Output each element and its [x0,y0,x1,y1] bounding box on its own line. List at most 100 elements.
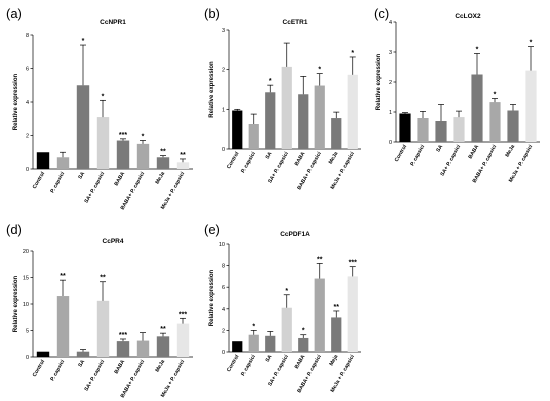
y-tick-label: 8 [26,33,29,39]
significance-label: * [351,50,354,57]
panel-letter: (d) [6,222,22,237]
y-tick-label: 3 [389,50,392,56]
significance-label: *** [119,332,127,339]
bar [399,113,411,142]
y-tick-label: 0 [222,147,225,153]
significance-label: ** [180,152,186,159]
category-label: BABA [114,359,127,375]
bar [525,70,537,142]
chart-panel-1: (a) CcNPR1 0 2 4 6 8 Relative expression Control… [6,6,193,211]
significance-label: * [476,47,479,54]
panel-letter: (a) [6,6,22,21]
chart-panel-2: (b) CcETR1 0 1 2 3 Relative expression Control P… [204,6,361,191]
y-tick-label: 2 [222,328,225,334]
bar [265,92,276,149]
chart-title: CcETR1 [283,19,308,26]
category-label: SA+ P. capsici [84,171,107,205]
significance-label: * [269,78,272,85]
category-label: P. capsici [409,144,426,168]
category-label: BABA [114,171,127,187]
significance-label: *** [179,311,187,318]
y-axis-title: Relative expression [13,275,19,332]
panel-letter: (c) [374,6,389,21]
y-tick-label: 3 [222,28,225,34]
bar [96,117,110,169]
bar [248,334,259,352]
bar [56,157,70,169]
bar [248,124,259,149]
bar [96,300,110,357]
category-label: Control [32,359,47,378]
bar [298,94,309,149]
y-tick-label: 1 [389,110,392,116]
category-label: MeJa [505,144,517,158]
significance-label: * [302,328,305,335]
bar [176,162,190,169]
category-label: BABA [468,144,481,160]
bar [331,317,342,352]
y-tick-label: 10 [219,242,225,248]
bar [507,110,519,142]
y-tick-label: 0 [26,355,29,361]
category-label: P. capsici [49,359,66,383]
significance-label: * [318,67,321,74]
category-label: Control [226,151,241,170]
bar [156,157,170,169]
chart-title: CcPDF1A [280,231,310,238]
bar [347,276,358,352]
y-tick-label: 6 [222,285,225,291]
category-label: MeJa [155,171,167,185]
category-label: SA [77,171,86,180]
category-label: BABA [294,151,307,167]
panel-letter: (e) [204,222,220,237]
category-label: Control [394,144,409,163]
y-tick-label: 15 [23,276,29,282]
category-label: SA [77,359,86,368]
bar [489,102,501,142]
category-label: P. capsici [49,171,66,195]
y-tick-label: 0 [389,140,392,146]
significance-label: * [530,40,533,47]
category-label: SA [435,144,444,153]
y-tick-label: 20 [23,249,29,255]
y-axis-title: Relative expression [13,73,19,130]
chart-title: CcPR4 [103,238,124,245]
y-tick-label: 1 [222,107,225,113]
bar [156,336,170,357]
chart-title: CcLOX2 [455,13,481,20]
chart-panel-4: (d) CcPR4 0 5 10 15 20 Relative expression Contr… [6,222,193,399]
chart-title: CcNPR1 [100,19,126,26]
category-label: BABA [294,354,307,370]
category-label: SA+ P. capsici [84,359,107,393]
bar [281,66,292,149]
bar [76,351,90,357]
bar [136,143,150,169]
significance-label: * [142,134,145,141]
chart-panel-5: (e) CcPDF1A 0 2 4 6 8 10 Relative expression Cont… [204,222,361,394]
significance-label: * [102,93,105,100]
bar [56,296,70,357]
y-axis-title: Relative expression [209,269,215,326]
y-tick-label: 4 [222,307,225,313]
bar [453,117,465,142]
category-label: MeJa [328,151,340,165]
category-label: P. capsici [240,151,257,175]
y-tick-label: 0 [222,350,225,356]
bar [136,340,150,357]
category-label: SA [265,151,274,160]
bar [298,337,309,352]
significance-label: ** [160,149,166,156]
bar [314,278,325,352]
significance-label: ** [100,275,106,282]
bar [116,140,130,169]
category-label: Control [226,354,241,373]
bar [176,323,190,357]
bar [36,152,50,169]
category-label: Meja [329,354,340,367]
bar [232,341,243,352]
significance-label: ** [334,304,340,311]
bar [314,85,325,149]
category-label: MeJa [155,359,167,373]
y-tick-label: 2 [222,68,225,74]
bar [265,335,276,352]
